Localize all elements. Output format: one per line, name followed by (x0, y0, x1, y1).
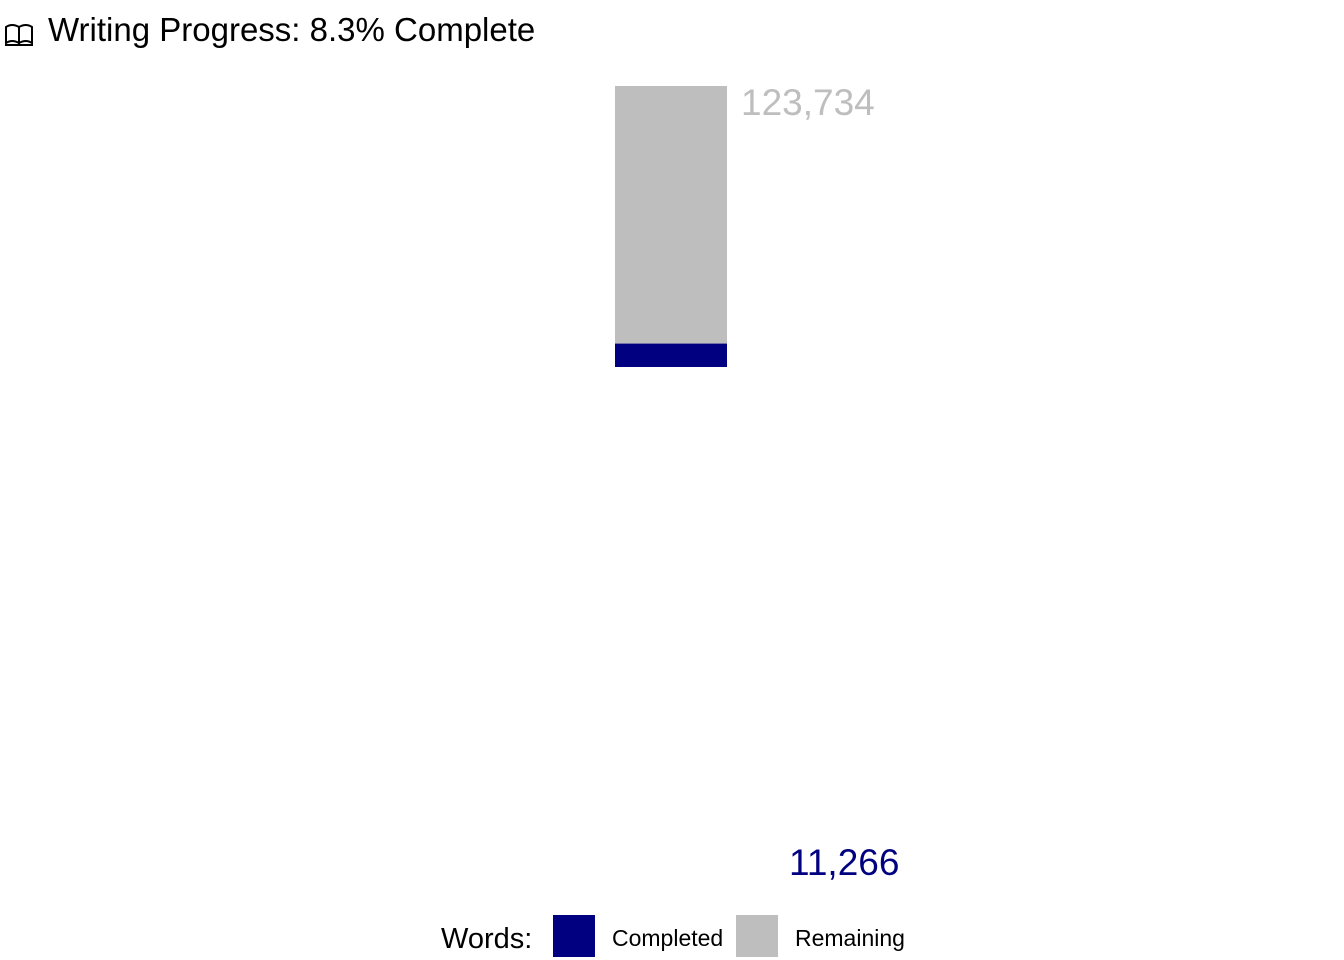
legend-label-remaining: Remaining (795, 925, 905, 951)
book-icon (5, 24, 33, 46)
chart-title-group: Writing Progress: 8.3% Complete (5, 11, 535, 48)
bar-segment-completed (615, 343, 727, 367)
legend-label-completed: Completed (612, 925, 723, 951)
completed-value-label: 11,266 (789, 842, 899, 883)
legend: Words: Completed Remaining (441, 915, 905, 957)
legend-swatch-remaining (736, 915, 778, 957)
remaining-value-label: 123,734 (741, 82, 875, 123)
legend-swatch-completed (553, 915, 595, 957)
chart-title: Writing Progress: 8.3% Complete (48, 11, 535, 48)
legend-title: Words: (441, 923, 532, 955)
bar-segment-remaining (615, 86, 727, 344)
bar-layer (615, 86, 727, 367)
